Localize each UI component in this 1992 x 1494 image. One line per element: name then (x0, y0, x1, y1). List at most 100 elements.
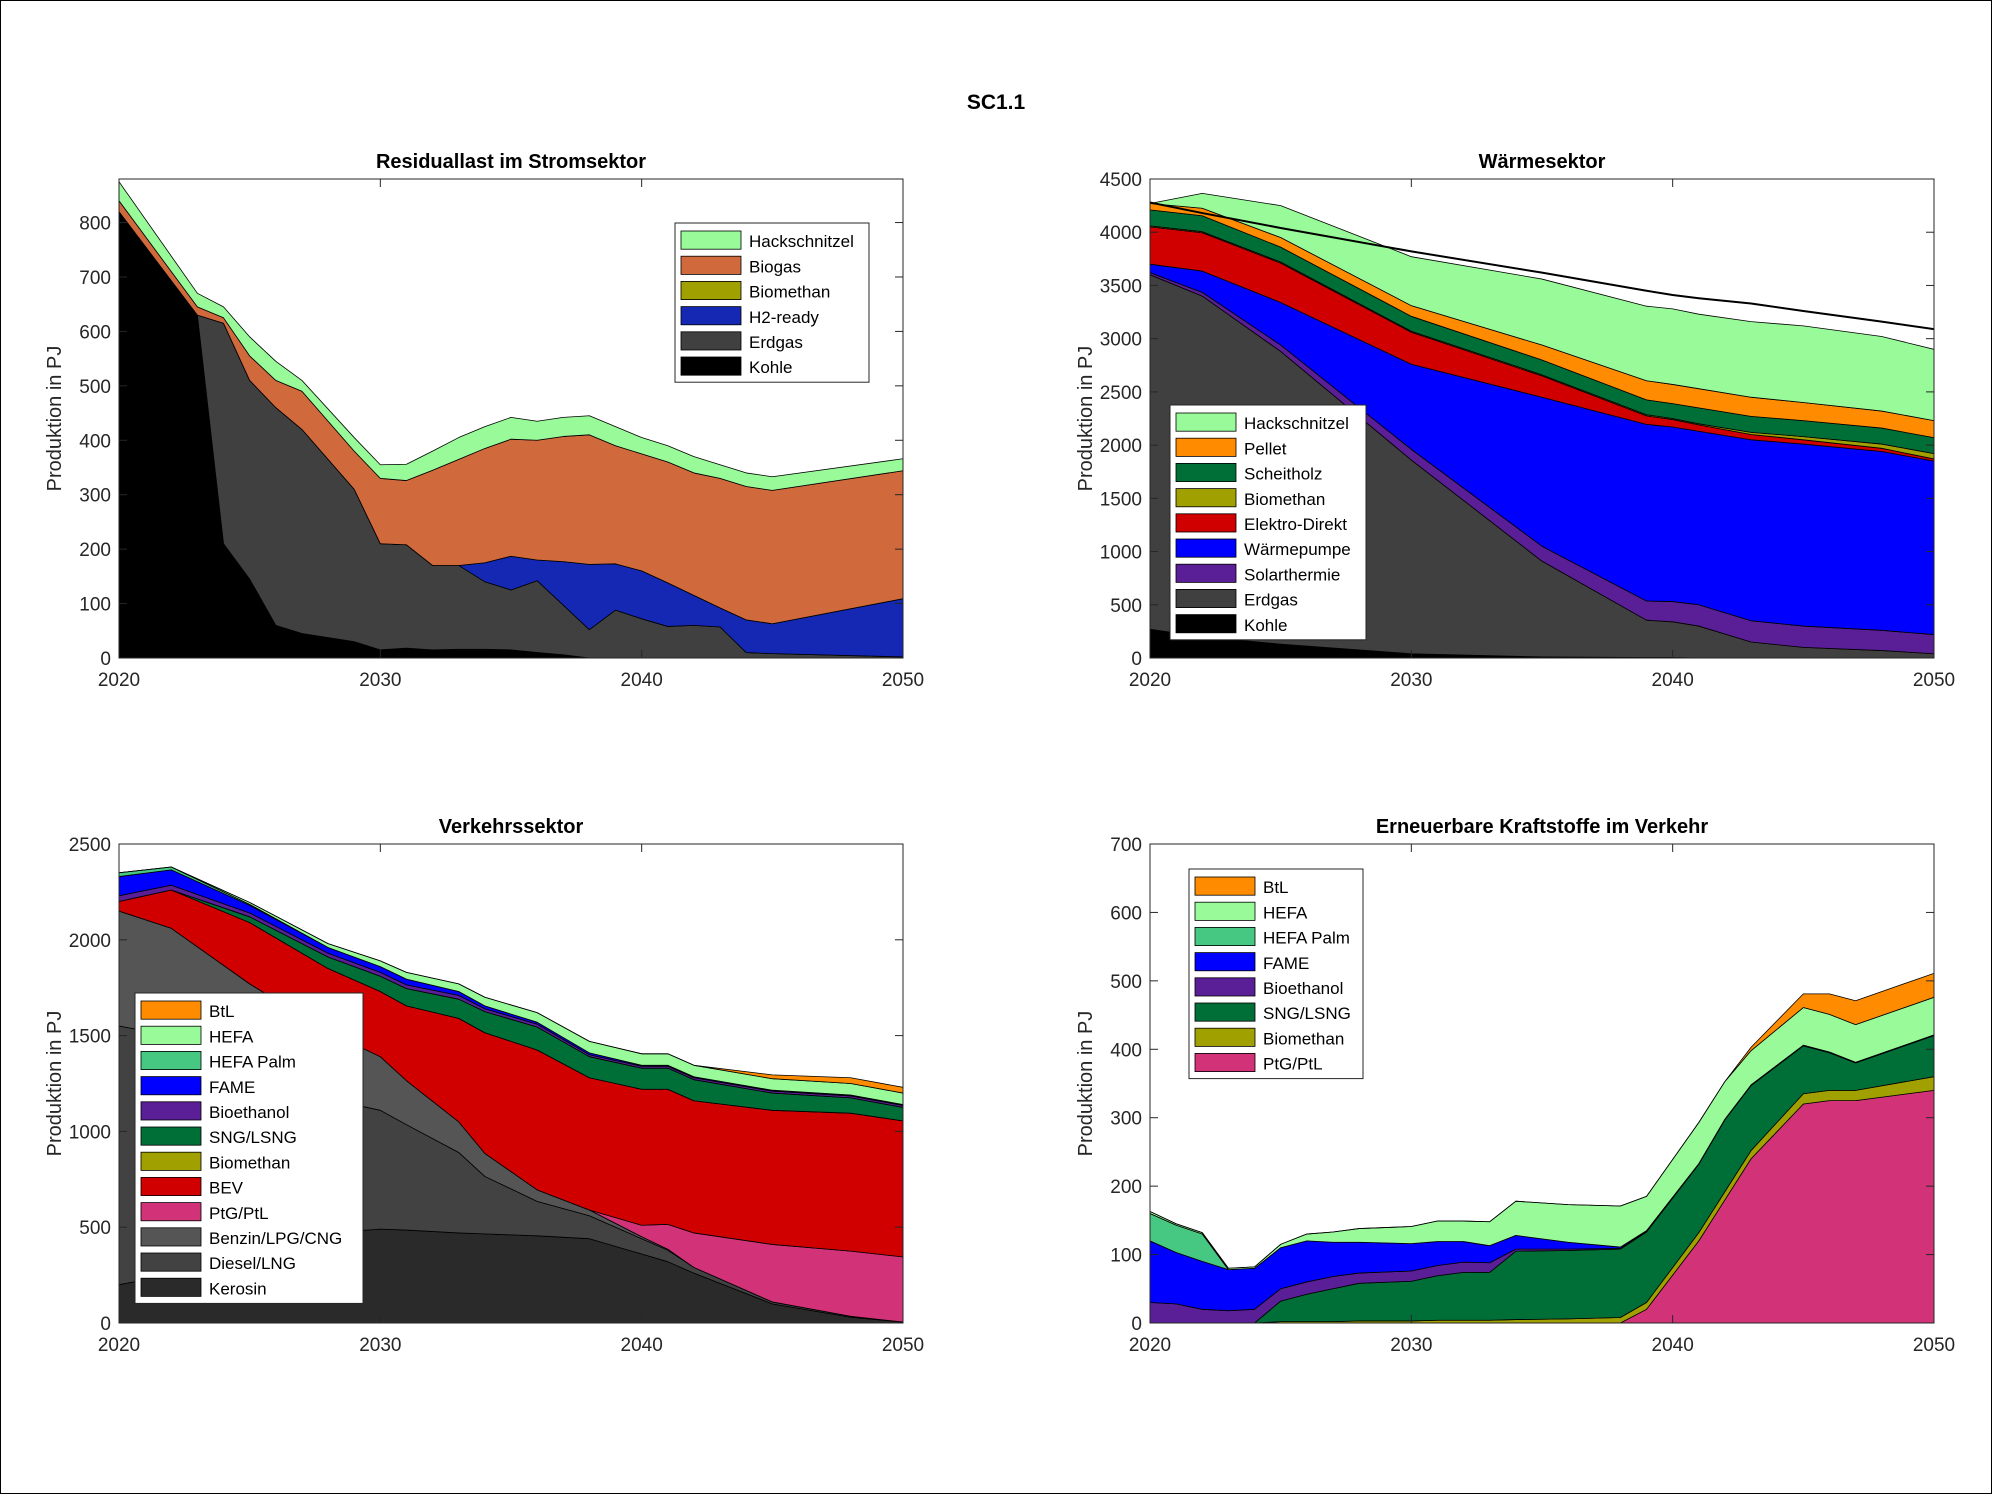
area-btl (119, 866, 903, 1094)
plot-verkehrssektor: 2020 2030 2040 2050 0 500 1000 1500 2000 2500 Verk… (44, 816, 924, 1356)
legend-swatch-biogas (680, 255, 742, 275)
legend-swatch-sng-lsng (1194, 1002, 1256, 1022)
plot-title: Residuallast im Stromsektor (376, 151, 646, 173)
legend: Hackschnitzel Biogas Biomethan H2-ready Erdg… (674, 222, 870, 383)
legend-label-kohle: Kohle (1244, 616, 1287, 635)
y-tick-label: 500 (1110, 972, 1142, 993)
legend-swatch-h2-ready (680, 306, 742, 326)
legend-label-sng-lsng: SNG/LSNG (209, 1128, 297, 1147)
legend-swatch-ptg-ptl (140, 1202, 202, 1222)
x-tick-label: 2050 (882, 670, 924, 691)
legend-swatch-benzin-lpg-cng (140, 1227, 202, 1247)
area-btl (1150, 972, 1934, 1269)
y-tick-label: 1500 (69, 1027, 111, 1048)
area-ptg-ptl (1150, 1089, 1934, 1323)
x-tick-label: 2020 (98, 1335, 140, 1356)
y-tick-label: 1000 (69, 1122, 111, 1143)
plot-residuallast-im-stromsektor: 2020 2030 2040 2050 0 100 200 300 400 500 600 700 80… (44, 151, 924, 691)
legend-label-w-rmepumpe: Wärmepumpe (1244, 540, 1351, 559)
legend-swatch-biomethan (1175, 488, 1237, 508)
legend-swatch-scheitholz (1175, 462, 1237, 482)
legend-swatch-bioethanol (1194, 977, 1256, 997)
x-tick-label: 2020 (98, 670, 140, 691)
legend-label-hackschnitzel: Hackschnitzel (1244, 414, 1349, 433)
y-tick-label: 500 (1110, 596, 1142, 617)
legend-label-biogas: Biogas (749, 257, 801, 276)
legend-swatch-hefa-palm (140, 1051, 202, 1071)
y-tick-label: 1500 (1100, 489, 1142, 510)
legend-label-erdgas: Erdgas (1244, 591, 1298, 610)
legend-swatch-hackschnitzel (680, 230, 742, 250)
legend-label-scheitholz: Scheitholz (1244, 465, 1322, 484)
y-axis-label: Produktion in PJ (1075, 346, 1097, 492)
legend-swatch-biomethan (1194, 1027, 1256, 1047)
y-tick-label: 100 (79, 595, 111, 616)
legend-label-kerosin: Kerosin (209, 1279, 267, 1298)
legend-swatch-pellet (1175, 437, 1237, 457)
y-tick-label: 600 (1110, 903, 1142, 924)
y-tick-label: 3000 (1100, 330, 1142, 351)
legend-swatch-bioethanol (140, 1101, 202, 1121)
x-tick-label: 2030 (1390, 670, 1432, 691)
x-tick-label: 2040 (1652, 1335, 1694, 1356)
legend-label-diesel-lng: Diesel/LNG (209, 1254, 296, 1273)
x-tick-label: 2040 (621, 1335, 663, 1356)
area-hackschnitzel (1150, 192, 1934, 422)
legend-label-hefa-palm: HEFA Palm (209, 1053, 296, 1072)
legend-label-btl: BtL (1263, 878, 1289, 897)
legend-swatch-hefa-palm (1194, 927, 1256, 947)
plot-w-rmesektor: 2020 2030 2040 2050 0 500 1000 1500 2000 2500 3000… (1075, 151, 1955, 691)
legend-swatch-biomethan (140, 1151, 202, 1171)
legend: BtL HEFA HEFA Palm FAME Bioethanol SNG/LSNG Bi… (134, 992, 364, 1304)
legend-swatch-kohle (680, 356, 742, 376)
axes-frame (118, 843, 904, 1324)
legend-label-biomethan: Biomethan (1263, 1029, 1344, 1048)
y-tick-label: 600 (79, 322, 111, 343)
y-tick-label: 300 (1110, 1109, 1142, 1130)
y-tick-label: 100 (1110, 1246, 1142, 1267)
y-tick-label: 700 (79, 268, 111, 289)
x-tick-label: 2050 (1913, 1335, 1955, 1356)
plot-title: Wärmesektor (1479, 151, 1606, 173)
y-tick-label: 0 (100, 1314, 111, 1335)
x-tick-label: 2050 (882, 1335, 924, 1356)
axes-frame (118, 178, 904, 659)
axes-frame (1149, 178, 1935, 659)
y-tick-label: 400 (1110, 1040, 1142, 1061)
legend-label-fame: FAME (209, 1078, 255, 1097)
legend-label-hackschnitzel: Hackschnitzel (749, 232, 854, 251)
legend-swatch-w-rmepumpe (1175, 538, 1237, 558)
legend-swatch-fame (1194, 952, 1256, 972)
y-tick-label: 200 (1110, 1177, 1142, 1198)
y-axis-label: Produktion in PJ (44, 346, 66, 492)
y-tick-label: 2500 (69, 835, 111, 856)
legend-swatch-hackschnitzel (1175, 412, 1237, 432)
legend-swatch-erdgas (1175, 589, 1237, 609)
legend-label-ptg-ptl: PtG/PtL (1263, 1055, 1323, 1074)
y-tick-label: 0 (1131, 1314, 1142, 1335)
legend-label-fame: FAME (1263, 954, 1309, 973)
legend-swatch-elektro-direkt (1175, 513, 1237, 533)
legend-label-bev: BEV (209, 1179, 244, 1198)
legend-label-bioethanol: Bioethanol (1263, 979, 1343, 998)
legend-swatch-diesel-lng (140, 1252, 202, 1272)
x-tick-label: 2020 (1129, 670, 1171, 691)
legend-label-sng-lsng: SNG/LSNG (1263, 1004, 1351, 1023)
y-tick-label: 400 (79, 431, 111, 452)
plot-title: Erneuerbare Kraftstoffe im Verkehr (1376, 816, 1709, 838)
y-tick-label: 1000 (1100, 543, 1142, 564)
x-tick-label: 2040 (621, 670, 663, 691)
y-tick-label: 2500 (1100, 383, 1142, 404)
y-tick-label: 0 (1131, 649, 1142, 670)
legend-label-benzin-lpg-cng: Benzin/LPG/CNG (209, 1229, 342, 1248)
legend-swatch-hefa (140, 1025, 202, 1045)
legend-label-elektro-direkt: Elektro-Direkt (1244, 515, 1347, 534)
plot-erneuerbare-kraftstoffe-im-verkehr: 2020 2030 2040 2050 0 100 200 300 400 500 600 700 Er… (1075, 816, 1955, 1356)
legend-swatch-bev (140, 1177, 202, 1197)
legend-swatch-btl (1194, 876, 1256, 896)
y-axis-label: Produktion in PJ (44, 1011, 66, 1157)
legend-swatch-erdgas (680, 331, 742, 351)
legend-label-biomethan: Biomethan (209, 1153, 290, 1172)
